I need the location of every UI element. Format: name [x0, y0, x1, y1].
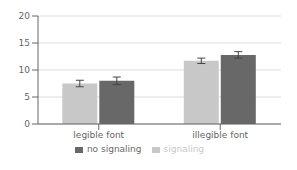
html-text:signaling: signaling — [163, 144, 205, 154]
svg-text:10: 10 — [19, 65, 31, 75]
svg-text:20: 20 — [19, 11, 31, 21]
svg-text:5: 5 — [24, 92, 30, 102]
svg-text:0: 0 — [24, 119, 30, 129]
svg-text:15: 15 — [19, 38, 30, 48]
svg-text:illegible font: illegible font — [192, 130, 248, 140]
html-text:no signaling: no signaling — [86, 144, 142, 154]
svg-text:legible font: legible font — [73, 130, 124, 140]
